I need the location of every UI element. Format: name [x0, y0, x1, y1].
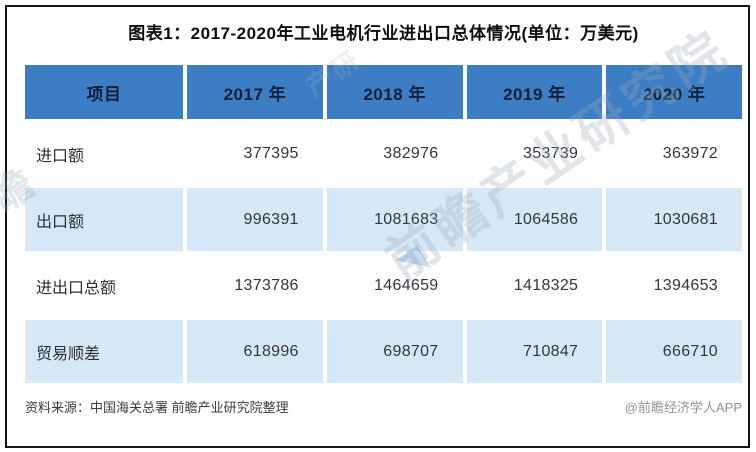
- row-label-import: 进口额: [36, 147, 85, 165]
- header-cell-2018: 2018 年: [326, 65, 463, 119]
- value-cell: 363972: [662, 144, 718, 162]
- header-cell-2019: 2019 年: [466, 65, 603, 119]
- value-cell: 1064586: [466, 188, 603, 251]
- figure-footer: 资料来源：中国海关总署 前瞻产业研究院整理 @前瞻经济学人APP: [25, 399, 742, 417]
- row-label-total: 进出口总额: [36, 279, 117, 297]
- value-cell: 698707: [326, 320, 463, 383]
- value-cell: 1464659: [374, 276, 439, 294]
- row-label-surplus: 贸易顺差: [25, 320, 183, 383]
- value-cell: 377395: [243, 144, 299, 162]
- value-cell: 666710: [606, 320, 742, 383]
- value-cell: 710847: [466, 320, 603, 383]
- value-cell: 382976: [383, 144, 439, 162]
- value-cell: 618996: [187, 320, 323, 383]
- value-cell: 1373786: [234, 276, 299, 294]
- value-cell: 1081683: [326, 188, 463, 251]
- figure-title: 图表1：2017-2020年工业电机行业进出口总体情况(单位：万美元): [128, 24, 639, 43]
- figure-content: 图表1：2017-2020年工业电机行业进出口总体情况(单位：万美元) 项目 2…: [7, 7, 748, 446]
- value-cell: 1394653: [653, 276, 718, 294]
- row-label-export: 出口额: [25, 188, 183, 251]
- figure-frame: 图表1：2017-2020年工业电机行业进出口总体情况(单位：万美元) 项目 2…: [0, 5, 750, 448]
- value-cell: 996391: [187, 188, 323, 251]
- header-cell-item: 项目: [25, 65, 183, 119]
- credit-note: @前瞻经济学人APP: [624, 400, 742, 415]
- header-cell-2020: 2020 年: [606, 65, 742, 119]
- value-cell: 1418325: [513, 276, 579, 294]
- value-cell: 353739: [523, 144, 579, 162]
- source-note: 资料来源：中国海关总署 前瞻产业研究院整理: [25, 400, 289, 415]
- header-cell-2017: 2017 年: [187, 65, 323, 119]
- value-cell: 1030681: [606, 188, 742, 251]
- data-table: 项目 2017 年 2018 年 2019 年 2020 年 进口额 37739…: [25, 65, 742, 383]
